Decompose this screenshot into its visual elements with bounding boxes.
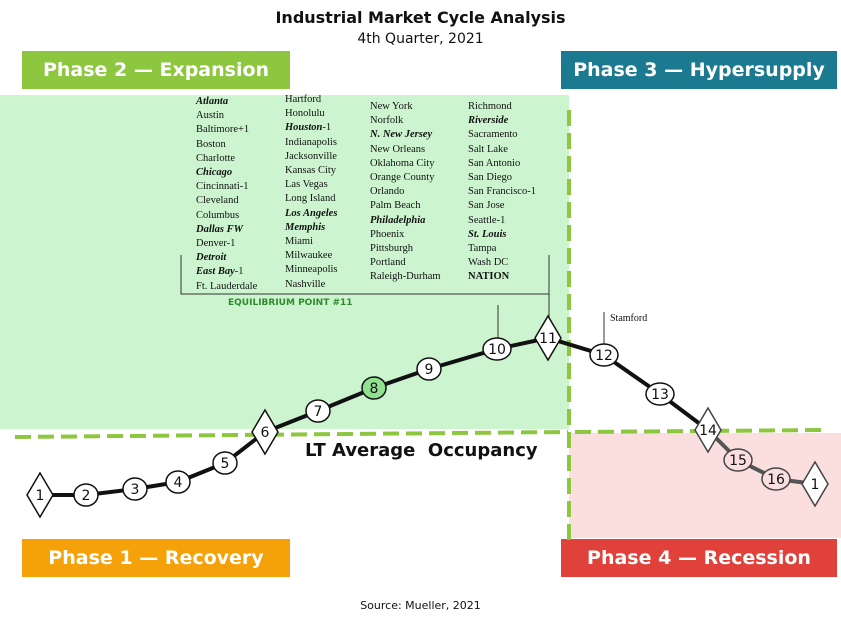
cycle-point-3: 3	[122, 477, 148, 501]
city-item: Hartford	[285, 94, 322, 105]
city-item: Norfolk	[370, 115, 404, 127]
cycle-point-label: 12	[595, 348, 613, 364]
city-item: Portland	[370, 257, 406, 269]
city-item: Wash DC	[468, 257, 509, 269]
city-column-2: Hartford Honolulu Houston-1 Indianapolis Jac…	[285, 93, 338, 292]
city-item: Houston-1	[285, 122, 332, 134]
cycle-point-label: 5	[221, 456, 230, 472]
circle-marker	[73, 483, 99, 507]
city-item: Pittsburgh	[370, 243, 413, 255]
lt-average-occupancy-label: LT Average Occupancy	[305, 440, 538, 461]
city-item: East Bay-1	[196, 266, 244, 278]
cycle-point-2: 2	[73, 483, 99, 507]
city-item: Jacksonville	[285, 150, 337, 162]
diamond-marker	[26, 471, 54, 519]
city-item: Miami	[285, 236, 313, 248]
cycle-point-label: 2	[82, 488, 91, 504]
city-item: Columbus	[196, 209, 240, 221]
city-column-3: New York Norfolk N. New Jersey New Orleans O…	[370, 100, 441, 285]
city-item: Cleveland	[196, 195, 239, 207]
city-item: Palm Beach	[370, 200, 421, 212]
cycle-point-1: 1	[26, 471, 54, 519]
equilibrium-point-label: EQUILIBRIUM POINT #11	[228, 298, 353, 308]
recession-zone	[569, 433, 841, 538]
city-item: Minneapolis	[285, 264, 338, 276]
city-item: Boston	[196, 138, 226, 150]
city-item: Salt Lake	[468, 143, 508, 155]
city-item: Cincinnati-1	[196, 181, 249, 193]
city-item: Indianapolis	[285, 136, 337, 148]
circle-marker	[212, 451, 238, 475]
city-item: Charlotte	[196, 152, 236, 164]
cycle-point-12: 12	[589, 343, 619, 367]
city-item: Honolulu	[285, 108, 325, 120]
city-item: New York	[370, 101, 413, 112]
city-item: San Francisco-1	[468, 186, 536, 198]
lt-average-dashed-line-right	[574, 428, 826, 434]
city-item: Milwaukee	[285, 250, 333, 262]
city-item: Ft. Lauderdale	[196, 280, 258, 292]
city-item: New Orleans	[370, 143, 426, 155]
cycle-point-label: 4	[174, 475, 183, 491]
phase-2-expansion-label: Phase 2 — Expansion	[22, 51, 290, 89]
city-item: Baltimore+1	[196, 124, 250, 136]
circle-marker	[165, 470, 191, 494]
chart-title: Industrial Market Cycle Analysis	[275, 8, 566, 27]
city-item: NATION	[468, 271, 510, 283]
phase-1-recovery-label: Phase 1 — Recovery	[22, 539, 290, 577]
cycle-point-label: 1	[36, 488, 45, 504]
cycle-point-label: 3	[131, 482, 140, 498]
stamford-label: Stamford	[610, 313, 648, 324]
phase-3-hypersupply-label: Phase 3 — Hypersupply	[561, 51, 837, 89]
source-note: Source: Mueller, 2021	[360, 599, 481, 612]
lt-average-dashed-line-left	[14, 430, 569, 439]
city-item: Richmond	[468, 101, 512, 112]
city-item: Tampa	[468, 243, 497, 255]
city-item: Orange County	[370, 172, 435, 184]
city-item: Memphis	[285, 221, 326, 233]
city-item: San Diego	[468, 172, 513, 184]
city-item: Oklahoma City	[370, 157, 435, 169]
city-item: Las Vegas	[285, 179, 328, 191]
city-item: N. New Jersey	[370, 129, 433, 141]
city-item: Detroit	[196, 252, 227, 264]
cycle-point-4: 4	[165, 470, 191, 494]
city-column-1: Atlanta Austin Baltimore+1 Boston Charlotte C…	[196, 95, 257, 294]
city-item: San Antonio	[468, 157, 521, 169]
city-item: Kansas City	[285, 165, 337, 177]
city-item: St. Louis	[468, 228, 507, 240]
circle-marker	[645, 382, 675, 406]
city-item: Austin	[196, 110, 225, 122]
city-item: Nashville	[285, 278, 326, 290]
city-item: Sacramento	[468, 129, 518, 141]
circle-marker	[122, 477, 148, 501]
phase-4-recession-label: Phase 4 — Recession	[561, 539, 837, 577]
city-item: Los Angeles	[285, 207, 338, 219]
city-item: Orlando	[370, 186, 405, 198]
city-item: Chicago	[196, 167, 233, 179]
city-item: Philadelphia	[370, 214, 426, 226]
city-item: Riverside	[468, 115, 509, 127]
city-item: Phoenix	[370, 228, 405, 240]
city-item: Atlanta	[196, 96, 229, 107]
cycle-point-5: 5	[212, 451, 238, 475]
city-item: Seattle-1	[468, 214, 506, 226]
cycle-point-label: 13	[651, 387, 669, 403]
city-item: Dallas FW	[196, 223, 243, 235]
city-item: Denver-1	[196, 238, 236, 250]
circle-marker	[589, 343, 619, 367]
city-column-4: Richmond Riverside Sacramento Salt Lake San …	[468, 100, 536, 285]
chart-subtitle: 4th Quarter, 2021	[357, 31, 484, 47]
city-item: Long Island	[285, 193, 336, 205]
city-item: Raleigh-Durham	[370, 271, 441, 283]
city-item: San Jose	[468, 200, 505, 212]
cycle-point-13: 13	[645, 382, 675, 406]
